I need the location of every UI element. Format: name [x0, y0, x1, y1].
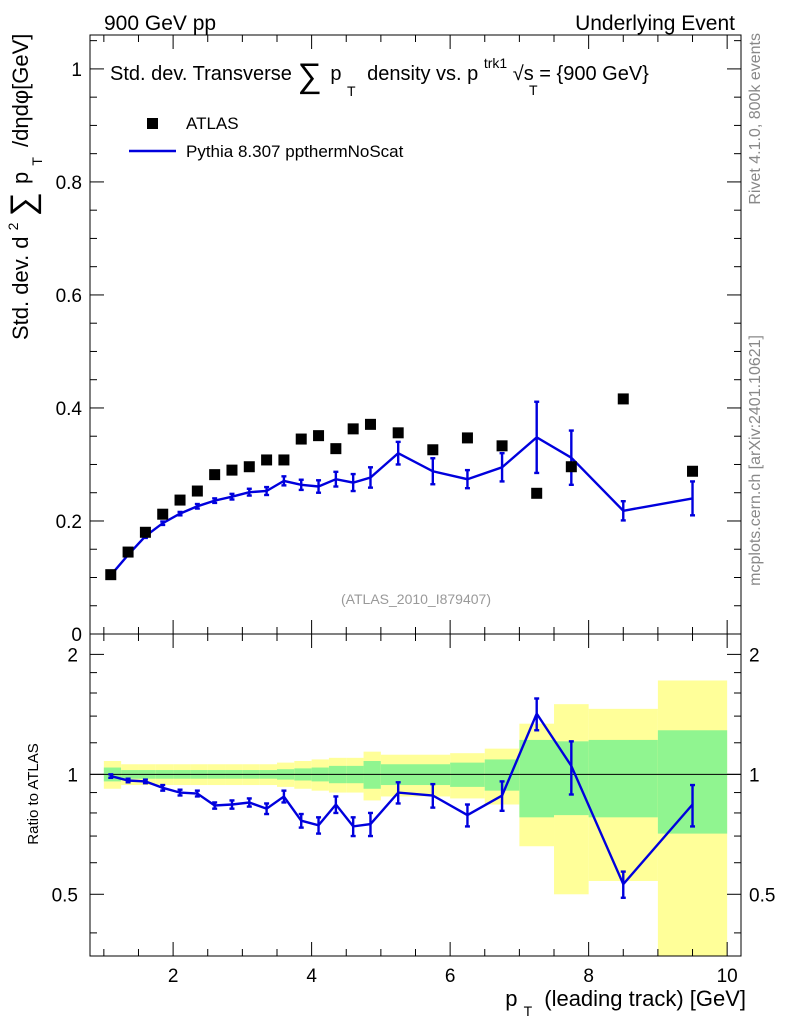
- main-ytick-label: 0.2: [56, 512, 82, 533]
- ratio-ticks: 0.5 0.5 1 1 2 2 2 4 6 8 10: [52, 634, 775, 987]
- ylabel-sum: ∑: [4, 192, 42, 216]
- atlas-point: [122, 546, 134, 558]
- main-ytick-label: 0.4: [56, 399, 83, 420]
- main-ytick-label: 0.6: [56, 286, 82, 307]
- plot-title: Std. dev. Transverse ∑ p T density vs. p…: [110, 51, 649, 101]
- atlas-point: [278, 454, 290, 466]
- main-ytick-label: 1: [71, 60, 82, 81]
- atlas-point: [295, 433, 307, 445]
- title-sum: ∑: [298, 57, 322, 95]
- atlas-point: [243, 461, 255, 473]
- xlabel-p: p: [505, 986, 517, 1011]
- legend-atlas-marker: [147, 118, 158, 129]
- band-green: [588, 739, 658, 818]
- ratio-xlabel: p T (leading track) [GeV]: [505, 986, 746, 1021]
- atlas-point: [157, 508, 169, 520]
- atlas-point: [139, 526, 151, 538]
- band-green: [519, 739, 555, 818]
- atlas-point: [364, 418, 376, 430]
- atlas-point: [261, 454, 273, 466]
- ratio-ytick-label: 2: [67, 645, 78, 666]
- ylabel-p: p: [8, 172, 33, 184]
- title-t-sub2: T: [529, 82, 538, 98]
- header-right: Underlying Event: [575, 12, 735, 35]
- mc-series: [109, 400, 696, 578]
- title-std: Std. dev. Transverse: [110, 63, 292, 85]
- atlas-point: [347, 423, 359, 435]
- atlas-point: [461, 432, 473, 444]
- main-ytick-label: 0: [71, 625, 82, 646]
- title-p: p: [330, 63, 341, 85]
- legend-atlas-label: ATLAS: [186, 114, 239, 133]
- main-plot: 0 0.2 0.4 0.6 0.8 1 (ATLAS_2010_I879407) Std.…: [0, 34, 742, 646]
- ratio-xtick-label: 8: [583, 966, 594, 987]
- atlas-point: [313, 430, 325, 442]
- ratio-ylabel: Ratio to ATLAS: [25, 743, 42, 844]
- mc-line: [109, 435, 693, 576]
- atlas-point: [565, 461, 577, 473]
- mcplots-label: mcplots.cern.ch [arXiv:2401.10621]: [747, 335, 764, 586]
- rivet-label: Rivet 4.1.0, 800k events: [747, 33, 764, 205]
- main-ylabel: Std. dev. d 2 ∑ p T /dηdφ[GeV]: [0, 34, 47, 340]
- ratio-xtick-label: 6: [445, 966, 456, 987]
- header-left: 900 GeV pp: [104, 12, 216, 35]
- main-ytick-label: 0.8: [56, 173, 82, 194]
- ratio-mc-line: [110, 711, 694, 887]
- ratio-plot: 0.5 0.5 1 1 2 2 2 4 6 8 10 Ratio to ATLAS p T (lea…: [25, 633, 775, 1021]
- ratio-ytick-label: 0.5: [52, 885, 78, 906]
- ratio-ytick-label-right: 0.5: [749, 885, 775, 906]
- atlas-point: [617, 393, 629, 405]
- ratio-ytick-label: 1: [67, 765, 78, 786]
- data-series: [105, 393, 699, 581]
- xlabel-t-sub: T: [524, 1003, 533, 1019]
- atlas-point: [209, 469, 221, 481]
- ylabel-rest: /dηdφ[GeV]: [8, 34, 33, 147]
- ylabel-std: Std. dev. d: [8, 236, 33, 340]
- atlas-point: [496, 440, 508, 452]
- legend-pythia-label: Pythia 8.307 ppthermNoScat: [186, 142, 404, 161]
- atlas-point: [226, 464, 238, 476]
- legend: ATLAS Pythia 8.307 ppthermNoScat: [129, 114, 404, 161]
- atlas-point: [191, 485, 203, 497]
- atlas-point: [174, 494, 186, 506]
- atlas-point: [531, 487, 543, 499]
- title-t-sub: T: [347, 83, 356, 99]
- ylabel-two-sup: 2: [5, 222, 21, 230]
- ratio-bands: [103, 680, 728, 956]
- xlabel-rest: (leading track) [GeV]: [544, 986, 746, 1011]
- ylabel-t-sub: T: [29, 157, 45, 166]
- title-trk1-sup: trk1: [484, 55, 508, 71]
- ratio-ytick-label-right: 1: [749, 765, 760, 786]
- ratio-xtick-label: 2: [168, 966, 179, 987]
- main-ticks: 0 0.2 0.4 0.6 0.8 1: [56, 35, 741, 646]
- atlas-point: [427, 444, 439, 456]
- watermark: (ATLAS_2010_I879407): [341, 591, 491, 607]
- ratio-xtick-label: 10: [717, 966, 738, 987]
- ratio-mc-series: [108, 697, 696, 899]
- atlas-point: [687, 465, 699, 477]
- atlas-point: [392, 427, 404, 439]
- atlas-point: [330, 443, 342, 455]
- title-sqrt: √s = {900 GeV}: [513, 63, 649, 85]
- ratio-xtick-label: 4: [306, 966, 317, 987]
- band-green: [363, 761, 381, 789]
- atlas-point: [105, 569, 117, 581]
- title-density: density vs. p: [367, 63, 478, 85]
- ratio-ytick-label-right: 2: [749, 645, 760, 666]
